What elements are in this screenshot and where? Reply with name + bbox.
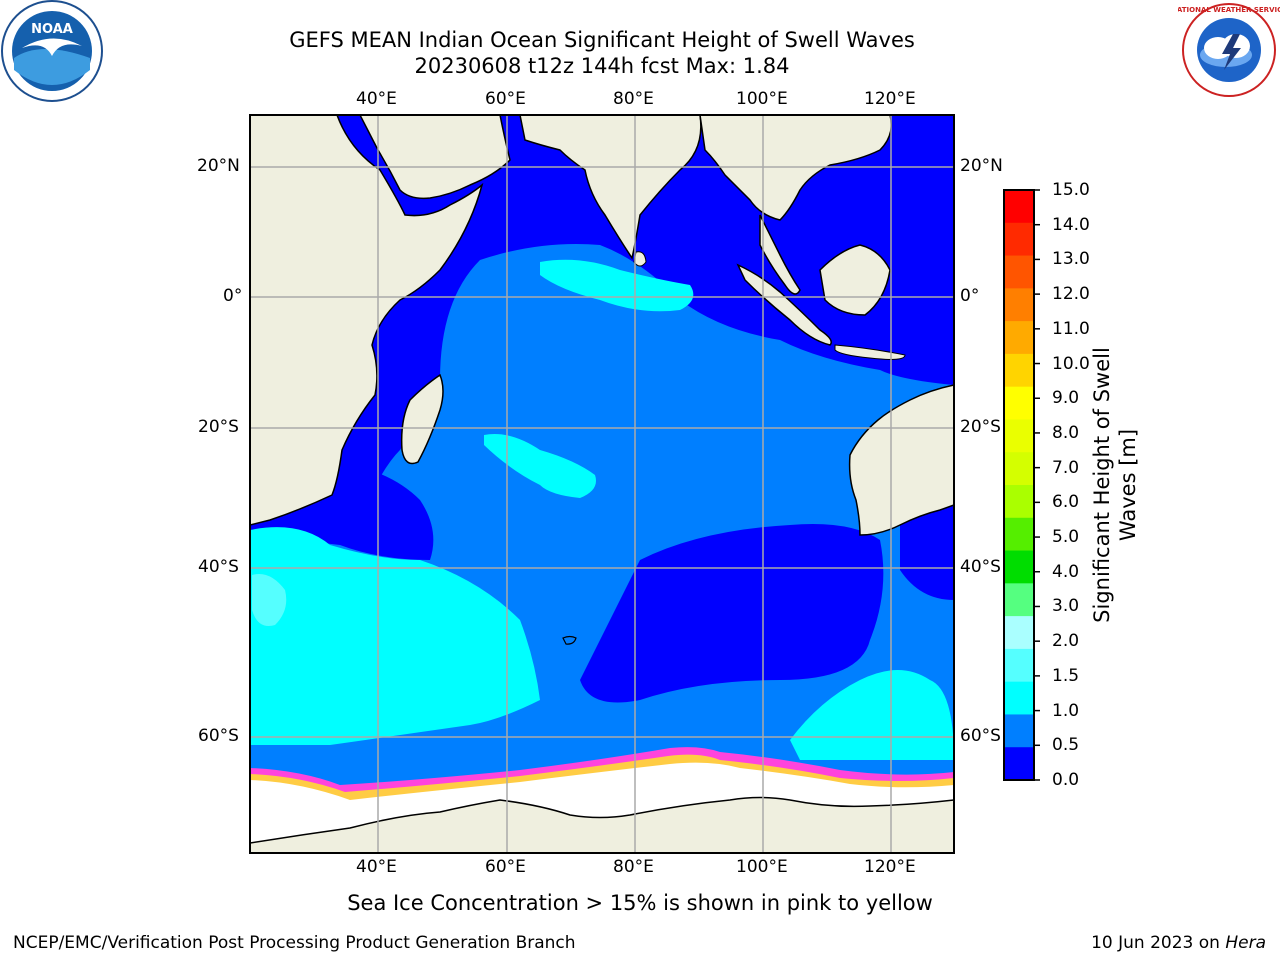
- lon-label-top: 120°E: [864, 89, 916, 109]
- lon-label-bottom: 80°E: [613, 857, 654, 877]
- lat-label-right: 60°S: [960, 726, 1001, 746]
- africa-land: [250, 115, 484, 526]
- lat-label-left: 40°S: [198, 557, 239, 577]
- australia-land: [848, 384, 954, 536]
- colorbar-tick-label: 2.0: [1052, 631, 1080, 652]
- sumatra-land: [736, 263, 832, 346]
- colorbar-tick-label: 11.0: [1052, 318, 1090, 339]
- colorbar-segment: [1004, 386, 1034, 420]
- date-text: 10 Jun 2023 on Hera: [1091, 933, 1266, 953]
- colorbar-segment: [1004, 321, 1034, 355]
- lat-label-right: 0°: [960, 286, 980, 306]
- lat-label-left: 60°S: [198, 726, 239, 746]
- colorbar-tick-label: 6.0: [1052, 492, 1080, 513]
- lon-label-bottom: 60°E: [485, 857, 526, 877]
- colorbar-segment: [1004, 517, 1034, 552]
- sea-ice-note: Sea Ice Concentration > 15% is shown in …: [347, 891, 933, 915]
- india-land: [519, 115, 702, 260]
- colorbar-tick-label: 9.0: [1052, 388, 1080, 409]
- lon-label-top: 100°E: [736, 89, 788, 109]
- madagascar-land: [400, 373, 444, 465]
- colorbar-segment: [1004, 681, 1034, 715]
- colorbar-tick-label: 8.0: [1052, 422, 1080, 443]
- swell-15m-west: [252, 574, 287, 626]
- colorbar-tick-label: 0.0: [1052, 770, 1080, 790]
- colorbar-tick-label: 0.5: [1052, 735, 1080, 756]
- machine-name: Hera: [1225, 933, 1266, 953]
- colorbar-tick-label: 12.0: [1052, 284, 1090, 305]
- colorbar-segment: [1004, 747, 1034, 781]
- lon-label-top: 60°E: [485, 89, 526, 109]
- lon-label-bottom: 40°E: [356, 857, 397, 877]
- colorbar-tick-label: 1.0: [1052, 700, 1080, 721]
- colorbar-segment: [1004, 255, 1034, 289]
- swell-1m-central: [484, 434, 596, 498]
- colorbar-tick-label: 1.5: [1052, 665, 1080, 686]
- colorbar-segment: [1004, 190, 1034, 224]
- colorbar-segment: [1004, 616, 1034, 650]
- colorbar-segment: [1004, 485, 1034, 519]
- lat-label-left: 20°N: [197, 156, 240, 176]
- noaa-logo-text: NOAA: [31, 22, 73, 37]
- colorbar-tick-label: 5.0: [1052, 527, 1080, 548]
- colorbar-tick-label: 10.0: [1052, 353, 1090, 374]
- colorbar-segment: [1004, 648, 1034, 683]
- lat-label-right: 20°N: [960, 156, 1003, 176]
- colorbar-frame: [1003, 189, 1035, 781]
- colorbar-tick-label: 3.0: [1052, 596, 1080, 617]
- sri-lanka-land: [633, 251, 647, 267]
- colorbar-segment: [1004, 583, 1034, 617]
- nws-logo-text: NATIONAL WEATHER SERVICE: [1178, 6, 1280, 14]
- colorbar-segment: [1004, 288, 1034, 322]
- colorbar-segment: [1004, 550, 1034, 584]
- kerguelen-outline: [562, 635, 577, 645]
- lat-label-left: 20°S: [198, 417, 239, 437]
- colorbar-segment: [1004, 714, 1034, 748]
- colorbar-tick-label: 4.0: [1052, 561, 1080, 582]
- chart-subtitle: 20230608 t12z 144h fcst Max: 1.84: [414, 54, 790, 78]
- lat-label-right: 40°S: [960, 557, 1001, 577]
- credit-text: NCEP/EMC/Verification Post Processing Pr…: [13, 933, 576, 953]
- lat-label-right: 20°S: [960, 417, 1001, 437]
- colorbar-tick-label: 15.0: [1052, 180, 1090, 200]
- colorbar-segment: [1004, 222, 1034, 257]
- lon-label-bottom: 100°E: [736, 857, 788, 877]
- colorbar-tick-label: 14.0: [1052, 214, 1090, 235]
- colorbar-segment: [1004, 353, 1034, 388]
- java-land: [834, 344, 906, 360]
- graticule: [250, 115, 954, 853]
- malay-peninsula-land: [759, 214, 801, 295]
- lon-label-bottom: 120°E: [864, 857, 916, 877]
- lon-label-top: 40°E: [356, 89, 397, 109]
- lat-label-left: 0°: [223, 286, 243, 306]
- lon-label-top: 80°E: [613, 89, 654, 109]
- colorbar-tick-label: 7.0: [1052, 457, 1080, 478]
- arabia-land: [359, 115, 511, 200]
- nws-logo: NATIONAL WEATHER SERVICE: [1178, 3, 1280, 97]
- chart-title: GEFS MEAN Indian Ocean Significant Heigh…: [289, 28, 915, 52]
- date-label: 10 Jun 2023 on: [1091, 933, 1226, 953]
- colorbar-title: Significant Height of Swell Waves [m]: [1090, 347, 1140, 623]
- swell-1m-arabian: [540, 259, 694, 312]
- map-frame: [249, 114, 955, 854]
- colorbar-tick-label: 13.0: [1052, 249, 1090, 270]
- antarctica-land: [250, 796, 954, 853]
- swell-1m-west: [250, 527, 540, 745]
- colorbar-segment: [1004, 452, 1034, 486]
- noaa-logo: NOAA: [1, 0, 103, 102]
- colorbar-segment: [1004, 419, 1034, 453]
- colorbar: [1003, 189, 1040, 781]
- calm-region-se: [900, 504, 954, 600]
